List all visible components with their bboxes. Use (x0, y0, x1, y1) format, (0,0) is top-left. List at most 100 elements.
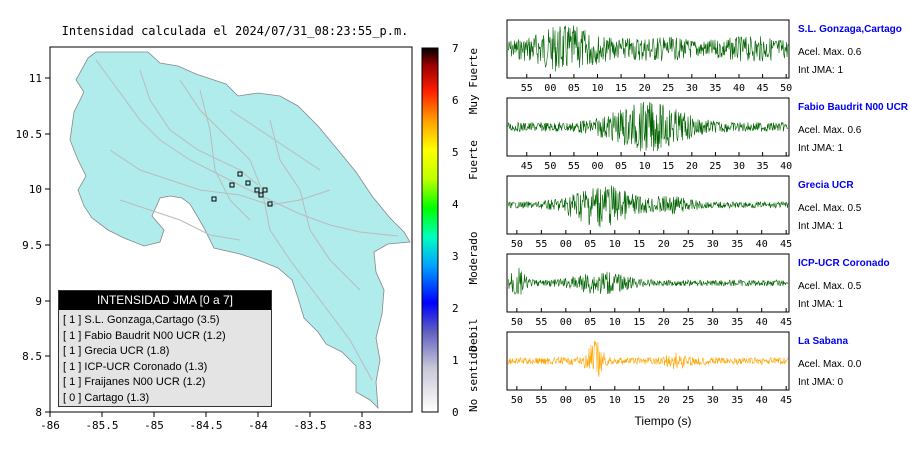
station-marker (245, 180, 251, 186)
trace-tick-label: 15 (633, 317, 645, 328)
trace-tick-label: 20 (639, 83, 651, 94)
trace-station-name: Grecia UCR (798, 180, 854, 191)
trace-station-name: ICP-UCR Coronado (798, 258, 890, 269)
trace-tick-label: 05 (584, 317, 596, 328)
colorbar-tick: 1 (452, 354, 459, 367)
legend-item: [ 1 ] S.L. Gonzaga,Cartago (3.5) (63, 314, 220, 326)
time-axis-label: Tiempo (s) (634, 414, 692, 428)
lon-tick-label: -83 (352, 419, 372, 432)
station-marker (229, 182, 235, 188)
map-axis-ticks (45, 77, 363, 417)
trace-tick-label: 35 (731, 317, 743, 328)
trace-waveform (507, 25, 789, 72)
trace-tick-label: 40 (756, 239, 768, 250)
station-marker (237, 171, 243, 177)
trace-tick-label: 40 (780, 161, 792, 172)
trace-tick-label: 50 (511, 395, 523, 406)
lat-tick-label: 10.5 (16, 128, 43, 141)
trace-waveform (507, 267, 789, 295)
station-markers (211, 171, 273, 207)
trace-tick-label: 40 (756, 395, 768, 406)
trace-tick-label: 45 (521, 161, 533, 172)
lat-tick-labels: 11 10.5 10 9.5 9 8.5 8 (16, 72, 43, 419)
trace-tick-label: 35 (731, 239, 743, 250)
trace-tick-label: 15 (662, 161, 674, 172)
trace-tick-label: 20 (658, 317, 670, 328)
colorbar-tick: 3 (452, 250, 459, 263)
trace-station-name: S.L. Gonzaga,Cartago (798, 24, 902, 35)
intensity-legend: INTENSIDAD JMA [0 a 7] [ 1 ] S.L. Gonzag… (58, 290, 272, 407)
lat-tick-label: 8.5 (22, 350, 42, 363)
trace-tick-label: 20 (658, 239, 670, 250)
trace-tick-label: 25 (682, 317, 694, 328)
station-marker (262, 187, 268, 193)
lon-tick-label: -84 (248, 419, 268, 432)
trace-tick-label: 50 (780, 83, 792, 94)
trace-tick-label: 35 (731, 395, 743, 406)
roads (95, 59, 399, 381)
station-marker (254, 187, 260, 193)
trace-tick-label: 45 (757, 83, 769, 94)
trace-tick-label: 30 (733, 161, 745, 172)
trace-tick-label: 10 (639, 161, 651, 172)
trace-tick-label: 15 (633, 239, 645, 250)
colorbar: 0 1 2 3 4 5 6 7 No sentido Debil Moderad… (421, 42, 480, 419)
trace-tick-label: 05 (568, 83, 580, 94)
lon-tick-label: -85 (144, 419, 164, 432)
trace-tick-label: 45 (780, 395, 792, 406)
map-title: Intensidad calculada el 2024/07/31_08:23… (61, 24, 409, 38)
trace-tick-label: 40 (756, 317, 768, 328)
trace-tick-label: 50 (511, 239, 523, 250)
legend-item: [ 1 ] Grecia UCR (1.8) (63, 345, 170, 357)
legend-header: INTENSIDAD JMA [0 a 7] (59, 291, 271, 310)
trace-acel-max: Acel. Max. 0.6 (798, 47, 862, 58)
lon-tick-label: -83.5 (293, 419, 326, 432)
trace-jma: Int JMA: 1 (798, 299, 844, 310)
trace-tick-label: 55 (535, 239, 547, 250)
lat-tick-label: 10 (29, 183, 42, 196)
trace-tick-label: 30 (686, 83, 698, 94)
station-marker (267, 201, 273, 207)
trace-tick-label: 05 (584, 395, 596, 406)
colorbar-tick: 2 (452, 302, 459, 315)
trace-tick-label: 00 (591, 161, 603, 172)
legend-item: [ 1 ] ICP-UCR Coronado (1.3) (63, 360, 208, 373)
trace-tick-label: 25 (682, 395, 694, 406)
legend-item: [ 1 ] Fraijanes N00 UCR (1.2) (63, 376, 206, 388)
trace-tick-label: 00 (560, 395, 572, 406)
trace-tick-label: 25 (662, 83, 674, 94)
lon-tick-label: -84.5 (189, 419, 222, 432)
legend-item: [ 0 ] Cartago (1.3) (63, 391, 150, 404)
trace-tick-label: 55 (568, 161, 580, 172)
colorbar-tick: 5 (452, 146, 459, 159)
trace-tick-label: 00 (560, 317, 572, 328)
trace-tick-label: 10 (591, 83, 603, 94)
lat-tick-label: 11 (29, 72, 42, 85)
colorbar-gradient (421, 47, 439, 413)
trace-tick-label: 30 (707, 317, 719, 328)
trace-tick-label: 00 (544, 83, 556, 94)
trace-jma: Int JMA: 1 (798, 143, 844, 154)
trace-tick-label: 40 (733, 83, 745, 94)
trace-jma: Int JMA: 1 (798, 221, 844, 232)
trace-waveform (507, 101, 789, 152)
colorbar-label: Moderado (467, 232, 480, 285)
trace-tick-label: 35 (757, 161, 769, 172)
trace-tick-label: 50 (511, 317, 523, 328)
trace-tick-label: 45 (780, 239, 792, 250)
colorbar-labels: No sentido Debil Moderado Fuerte Muy Fue… (467, 48, 480, 412)
trace-tick-label: 55 (535, 395, 547, 406)
colorbar-label: Muy Fuerte (467, 48, 480, 114)
trace-waveform (507, 340, 789, 377)
trace-tick-label: 20 (686, 161, 698, 172)
trace-tick-label: 35 (709, 83, 721, 94)
trace-tick-label: 05 (584, 239, 596, 250)
lon-tick-label: -85.5 (85, 419, 118, 432)
colorbar-label: No sentido (467, 346, 480, 412)
colorbar-label: Debil (467, 318, 480, 351)
trace-tick-label: 25 (709, 161, 721, 172)
trace-tick-label: 05 (615, 161, 627, 172)
lat-tick-label: 8 (35, 406, 42, 419)
legend-item: [ 1 ] Fabio Baudrit N00 UCR (1.2) (63, 329, 226, 342)
